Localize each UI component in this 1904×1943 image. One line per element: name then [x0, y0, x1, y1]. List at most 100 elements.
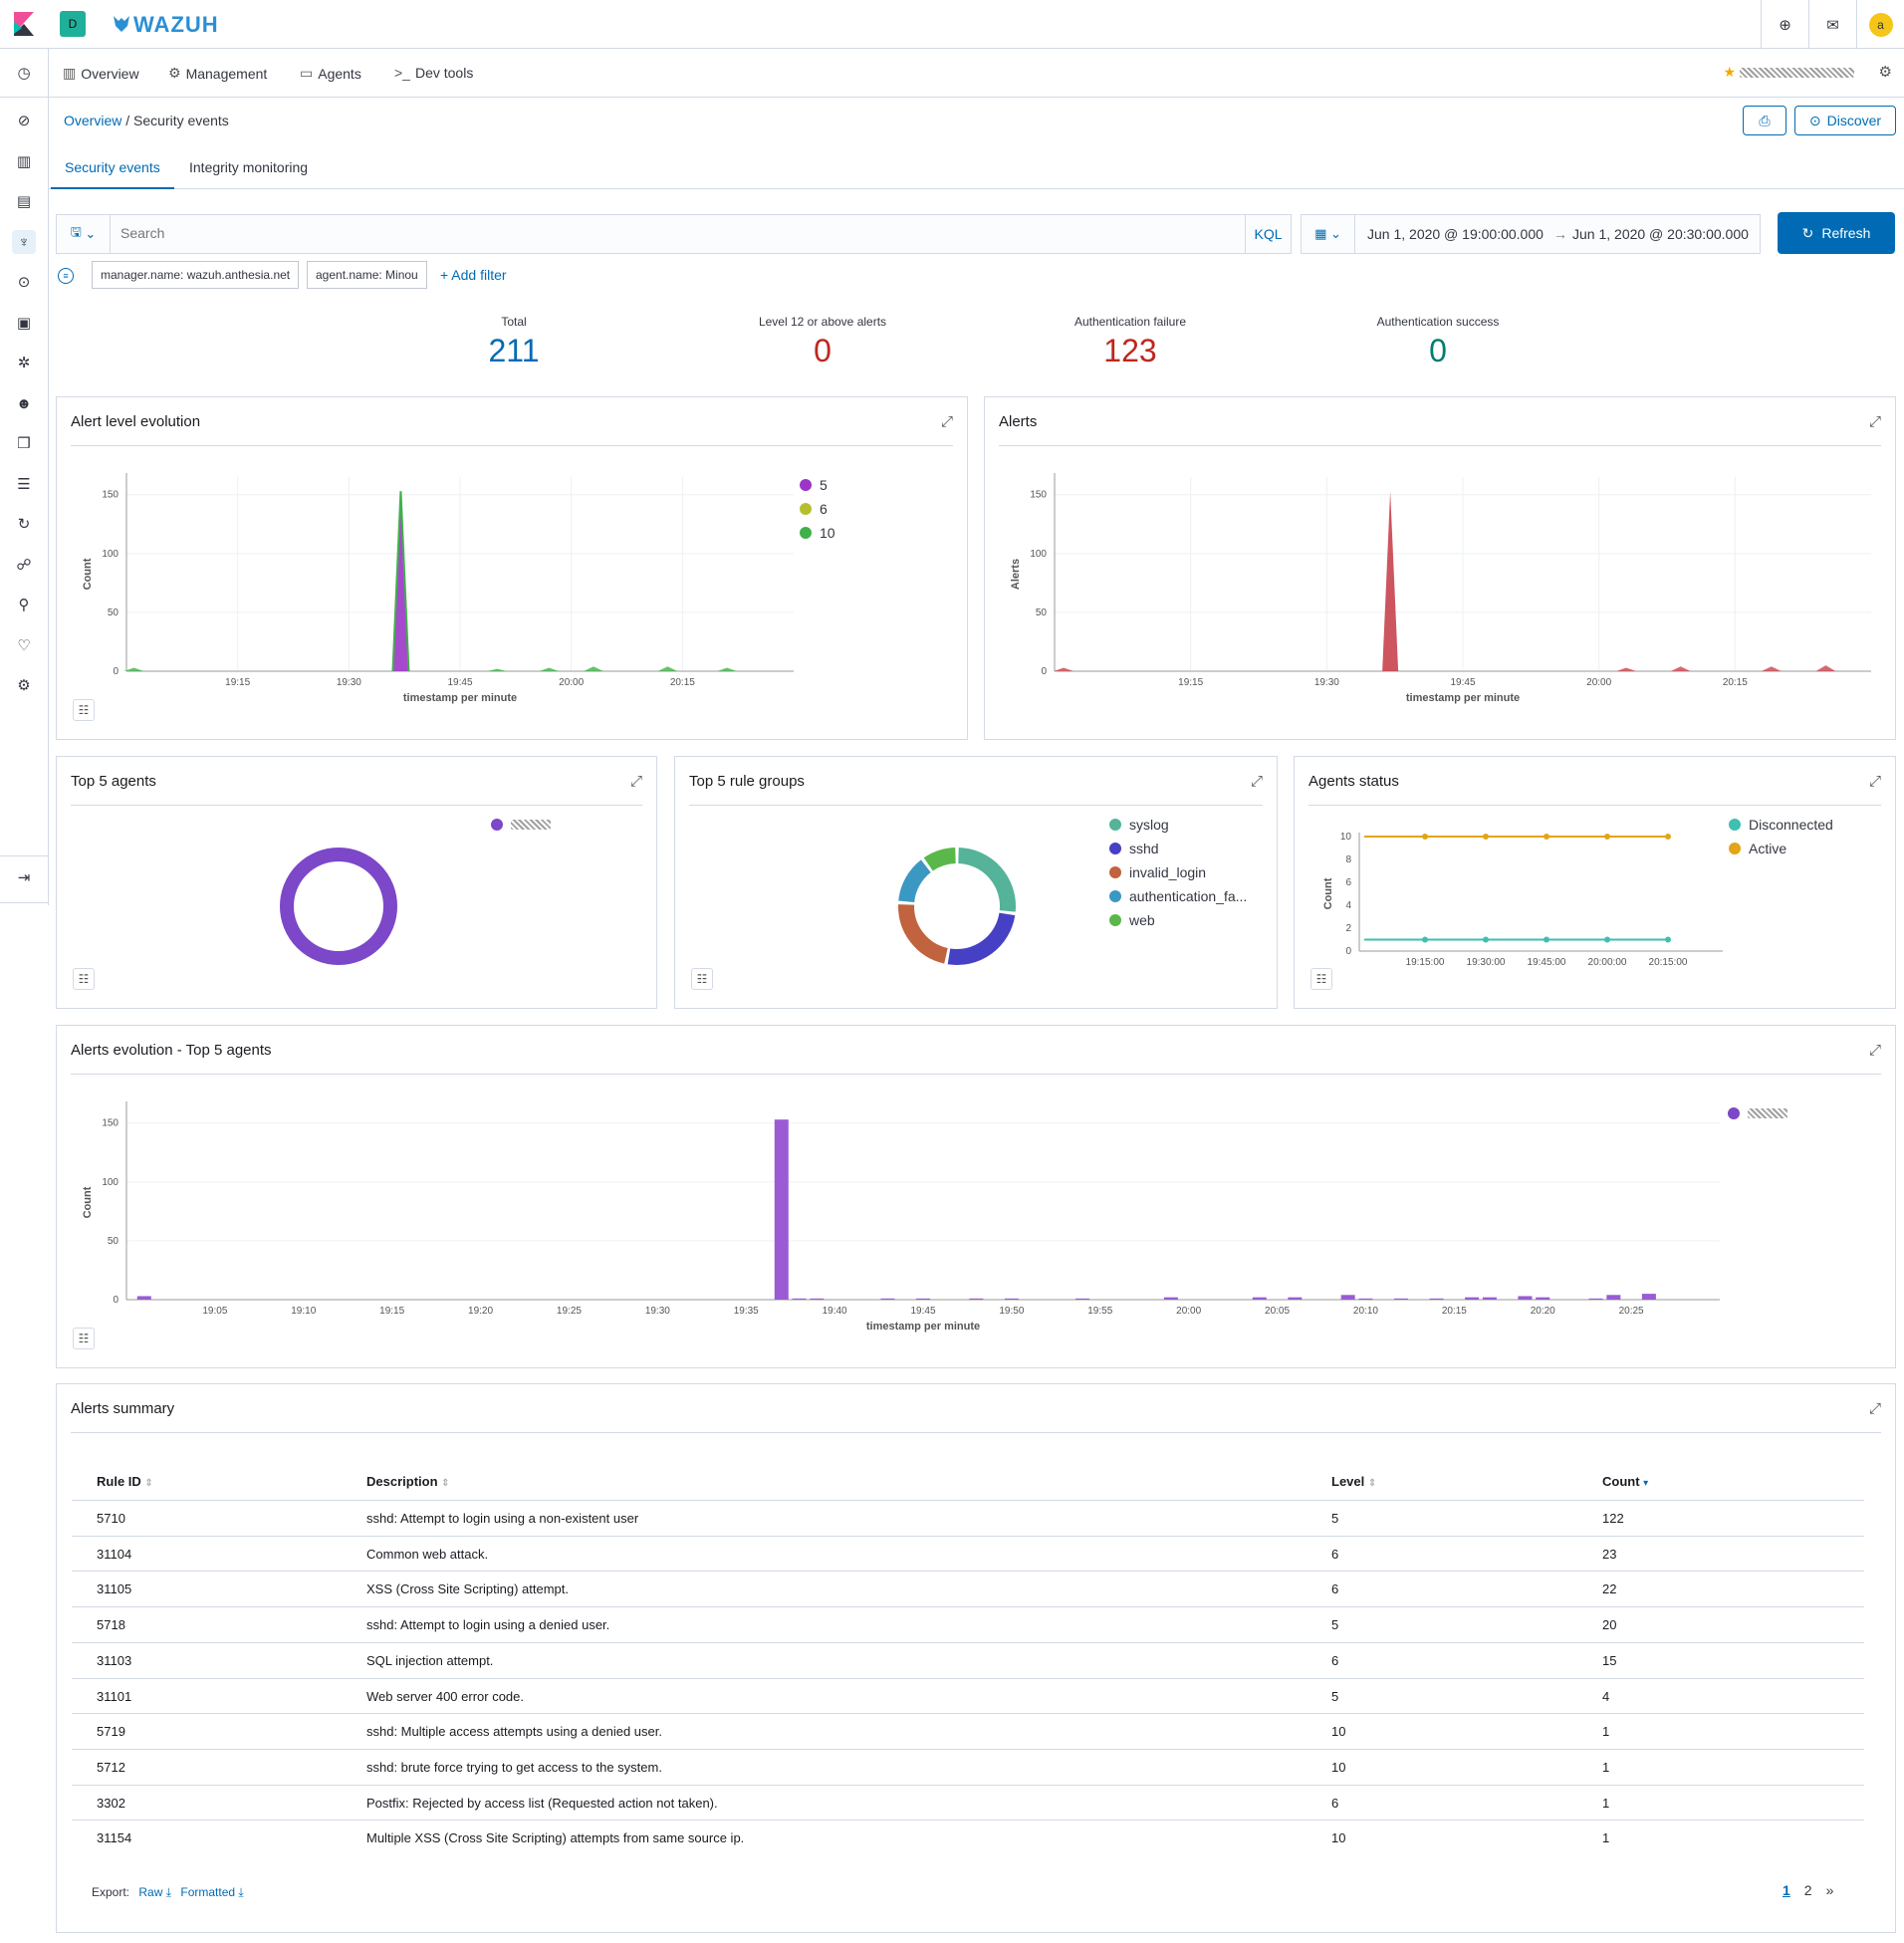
siem-nav-icon[interactable]: ☻ [16, 394, 32, 412]
legend-item[interactable]: web [1109, 908, 1247, 932]
search-input[interactable] [120, 225, 1116, 241]
menu-agents[interactable]: ▭ Agents [300, 65, 361, 82]
quick-menu-button[interactable]: ▦ ⌄ [1302, 215, 1355, 253]
table-row[interactable]: 31105 XSS (Cross Site Scripting) attempt.… [72, 1571, 1864, 1606]
kql-toggle[interactable]: KQL [1245, 215, 1291, 253]
legend-item[interactable]: 5 [800, 473, 835, 497]
kibana-logo-icon[interactable] [12, 12, 36, 36]
legend-item[interactable]: invalid_login [1109, 860, 1247, 884]
api-selector[interactable]: ★ [1724, 64, 1854, 81]
table-row[interactable]: 31103 SQL injection attempt. 6 15 [72, 1641, 1864, 1678]
table-header: Rule ID ⇕ Description ⇕ Level ⇕ Count ▾ [72, 1464, 1864, 1500]
export-formatted-link[interactable]: Formatted ⤓ [180, 1885, 244, 1899]
saved-query-button[interactable]: 🖫 ⌄ [57, 215, 111, 253]
start-date[interactable]: Jun 1, 2020 @ 19:00:00.000 [1367, 226, 1544, 242]
col-count[interactable]: Count ▾ [1602, 1474, 1649, 1489]
col-level[interactable]: Level ⇕ [1331, 1474, 1377, 1489]
ml-nav-icon[interactable]: ✲ [17, 355, 31, 371]
expand-icon[interactable]: ⤢ [1868, 773, 1881, 790]
visualize-nav-icon[interactable]: ▥ [16, 153, 32, 170]
legend-toggle-icon[interactable]: ☷ [73, 1328, 95, 1349]
table-row[interactable]: 31101 Web server 400 error code. 5 4 [72, 1677, 1864, 1714]
legend-item[interactable]: 10 [800, 521, 835, 545]
legend-item[interactable]: authentication_fa... [1109, 884, 1247, 908]
x-tick-label: 20:00 [559, 677, 584, 688]
space-badge[interactable]: D [60, 11, 86, 37]
legend-item[interactable]: syslog [1109, 813, 1247, 837]
menu-management[interactable]: ⚙ Management [168, 65, 268, 82]
expand-icon[interactable]: ⤢ [1868, 413, 1881, 430]
maps-nav-icon[interactable]: ⊙ [17, 274, 31, 291]
filter-options-icon[interactable]: ≡ [58, 268, 74, 284]
uptime-nav-icon[interactable]: ↻ [17, 516, 31, 533]
recent-icon[interactable]: ◷ [17, 65, 31, 82]
dashboard-nav-icon[interactable]: ▤ [16, 193, 32, 210]
wazuh-nav-icon[interactable]: ♆ [12, 230, 36, 254]
table-row[interactable]: 31154 Multiple XSS (Cross Site Scripting)… [72, 1820, 1864, 1855]
legend-dot [1109, 914, 1121, 926]
collapse-nav-icon[interactable]: ⇥ [17, 869, 31, 886]
table-row[interactable]: 5710 sshd: Attempt to login using a non-e… [72, 1500, 1864, 1536]
menu-overview[interactable]: ▥ Overview [63, 65, 139, 82]
legend-item[interactable]: sshd [1109, 837, 1247, 860]
canvas-nav-icon[interactable]: ▣ [16, 315, 32, 332]
legend-toggle-icon[interactable]: ☷ [73, 699, 95, 721]
expand-icon[interactable]: ⤢ [629, 773, 642, 790]
table-row[interactable]: 5719 sshd: Multiple access attempts using… [72, 1713, 1864, 1749]
add-filter-button[interactable]: + Add filter [440, 267, 507, 283]
settings-gear-icon[interactable]: ⚙ [1878, 64, 1892, 81]
col-description[interactable]: Description ⇕ [366, 1474, 450, 1489]
expand-icon[interactable]: ⤢ [1868, 1042, 1881, 1059]
panel-title: Top 5 rule groups [689, 773, 805, 790]
filter-pill[interactable]: agent.name: Minou [307, 261, 427, 289]
page-2[interactable]: 2 [1803, 1882, 1812, 1898]
legend-toggle-icon[interactable]: ☷ [1310, 968, 1332, 990]
refresh-button[interactable]: ↻ Refresh [1778, 212, 1895, 254]
legend-toggle-icon[interactable]: ☷ [691, 968, 713, 990]
table-row[interactable]: 5718 sshd: Attempt to login using a denie… [72, 1606, 1864, 1642]
logs-nav-icon[interactable]: ❒ [17, 435, 31, 452]
filter-pill[interactable]: manager.name: wazuh.anthesia.net [92, 261, 300, 289]
tab-integrity-monitoring[interactable]: Integrity monitoring [189, 159, 309, 175]
wazuh-logo[interactable]: WAZUH [112, 12, 219, 38]
expand-icon[interactable]: ⤢ [1868, 1400, 1881, 1417]
end-date[interactable]: Jun 1, 2020 @ 20:30:00.000 [1572, 226, 1749, 242]
apm-nav-icon[interactable]: ☰ [17, 476, 31, 493]
legend-item[interactable] [1728, 1101, 1787, 1125]
legend-item[interactable] [491, 813, 551, 837]
x-tick-label: 19:35 [734, 1306, 759, 1317]
legend-item[interactable]: Active [1729, 837, 1833, 860]
export-raw-link[interactable]: Raw ⤓ [138, 1885, 172, 1899]
donut-slice [898, 859, 931, 903]
table-row[interactable]: 5712 sshd: brute force trying to get acce… [72, 1748, 1864, 1785]
col-rule-id[interactable]: Rule ID ⇕ [97, 1474, 153, 1489]
management-nav-icon[interactable]: ⚙ [17, 677, 31, 694]
mail-icon[interactable]: ✉ [1808, 0, 1856, 49]
next-page[interactable]: » [1825, 1882, 1834, 1898]
discover-button[interactable]: ⊙ Discover [1794, 106, 1896, 135]
legend-item[interactable]: Disconnected [1729, 813, 1833, 837]
tab-security-events[interactable]: Security events [51, 149, 174, 189]
graph-nav-icon[interactable]: ☍ [16, 557, 32, 574]
discover-nav-icon[interactable]: ⊘ [17, 113, 31, 129]
devtools-nav-icon[interactable]: ⚲ [18, 597, 30, 613]
user-menu[interactable]: a [1856, 0, 1904, 49]
page-1[interactable]: 1 [1783, 1882, 1790, 1898]
cell-count: 15 [1602, 1652, 1617, 1668]
table-row[interactable]: 31104 Common web attack. 6 23 [72, 1535, 1864, 1572]
legend [1728, 1101, 1787, 1125]
cell-rule-id: 31103 [97, 1652, 132, 1668]
help-icon[interactable]: ⊕ [1761, 0, 1808, 49]
expand-icon[interactable]: ⤢ [940, 413, 953, 430]
menu-devtools[interactable]: >_ Dev tools [394, 65, 474, 81]
expand-icon[interactable]: ⤢ [1250, 773, 1263, 790]
legend-item[interactable]: 6 [800, 497, 835, 521]
print-button[interactable]: ⎙ [1743, 106, 1786, 135]
table-row[interactable]: 3302 Postfix: Rejected by access list (Re… [72, 1784, 1864, 1821]
legend-toggle-icon[interactable]: ☷ [73, 968, 95, 990]
breadcrumb-overview[interactable]: Overview [64, 113, 122, 128]
arrow-icon: → [1553, 226, 1567, 242]
series-point [1544, 936, 1549, 943]
x-tick-label: 19:05 [202, 1306, 227, 1317]
monitoring-nav-icon[interactable]: ♡ [17, 637, 31, 654]
